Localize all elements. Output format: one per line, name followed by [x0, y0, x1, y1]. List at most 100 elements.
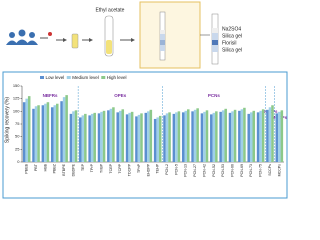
bar	[112, 107, 115, 162]
x-tick-label: TCPP	[118, 163, 122, 173]
cartridge-layer	[212, 28, 218, 33]
bar	[69, 113, 73, 162]
people-icon	[6, 29, 38, 45]
bar	[224, 108, 227, 162]
bar	[32, 108, 35, 162]
bar	[53, 105, 57, 162]
bar	[41, 105, 45, 162]
bar	[210, 114, 213, 162]
bar	[205, 110, 209, 162]
bar	[187, 109, 190, 162]
bar	[97, 113, 101, 162]
x-tick-label: PBBZ	[53, 163, 57, 173]
bar	[135, 116, 138, 162]
bar	[191, 111, 194, 162]
bar	[247, 113, 250, 162]
blood-drop	[48, 32, 52, 36]
y-tick-label: 0	[17, 159, 20, 164]
bar	[181, 112, 185, 162]
bar	[240, 109, 244, 162]
y-axis-label: Spiking recovery (%)	[4, 97, 10, 143]
bar	[203, 111, 206, 162]
layer-label: Silica gel	[222, 47, 242, 53]
cartridge-layer	[212, 40, 218, 45]
x-tick-label: PBEB	[25, 163, 29, 173]
bar	[271, 105, 274, 162]
x-tick-label: PCN-53	[221, 164, 225, 177]
bar	[200, 113, 204, 162]
x-tick-label: PCN-69	[240, 164, 244, 177]
x-tick-label: TPhP	[137, 163, 141, 173]
bar	[231, 111, 234, 162]
bar	[149, 109, 153, 162]
legend-label: High level	[107, 75, 127, 80]
group-label: NBFRs	[43, 93, 58, 98]
x-tick-label: TEHP	[156, 163, 160, 173]
bar	[60, 101, 63, 162]
bar	[175, 112, 178, 162]
x-tick-label: PCN-73	[249, 164, 253, 177]
cleanup-panel	[139, 1, 201, 69]
bar	[221, 110, 225, 162]
y-tick-label: 100	[13, 108, 20, 113]
bar	[280, 110, 284, 162]
bar	[158, 115, 162, 162]
bar	[215, 111, 218, 162]
legend-swatch	[66, 76, 71, 79]
x-tick-label: MCCPs	[277, 164, 281, 177]
column-layer	[160, 40, 165, 45]
legend-swatch	[101, 76, 106, 79]
column-layer	[160, 34, 165, 40]
bar	[233, 109, 237, 162]
bar	[88, 115, 91, 162]
bar	[27, 96, 31, 162]
cartridge-layer	[212, 33, 218, 40]
x-tick-label: PCN-5	[174, 164, 178, 175]
bar	[275, 113, 279, 162]
bar	[193, 109, 197, 162]
bar	[256, 112, 260, 162]
y-tick-label: 150	[13, 83, 20, 88]
bar	[266, 109, 269, 162]
bar	[168, 112, 171, 162]
x-tick-label: BTBPE	[62, 163, 66, 175]
x-tick-label: PCN-75	[259, 164, 263, 177]
cartridge-layer	[212, 45, 218, 52]
page: Ethyl acetate Na2SO4 Silica gel Florisil…	[2, 1, 288, 199]
y-tick-label: 75	[15, 121, 20, 126]
bar	[46, 102, 50, 162]
layer-label: Florisil	[222, 40, 236, 46]
column-layer	[160, 30, 165, 34]
bar	[130, 111, 134, 162]
bar	[62, 97, 66, 162]
layer-label: Silica gel	[222, 33, 242, 39]
bar	[81, 115, 85, 162]
bar	[144, 112, 148, 162]
group-label: OPEs	[114, 93, 127, 98]
bar	[107, 110, 110, 162]
bar	[278, 111, 281, 162]
bar	[74, 110, 78, 162]
x-tick-label: PCN-42	[202, 164, 206, 177]
bar	[137, 114, 141, 162]
x-tick-label: PCN-2	[165, 164, 169, 175]
bar	[84, 113, 87, 162]
x-tick-label: EHDPP	[146, 163, 150, 176]
x-tick-label: PCN-27	[193, 164, 197, 177]
bar	[147, 111, 150, 162]
bar	[50, 107, 54, 162]
bar	[249, 112, 253, 162]
x-tick-label: SCCPs	[268, 164, 272, 176]
bar	[121, 109, 125, 162]
sample-vial	[71, 33, 79, 49]
bar	[196, 108, 199, 162]
bar	[243, 107, 246, 162]
layer-label: Na2SO4	[222, 26, 241, 32]
x-tick-label: TCEP	[109, 163, 113, 173]
x-tick-label: TnBP	[99, 163, 103, 173]
bar	[118, 110, 122, 162]
bar	[65, 95, 68, 162]
bar	[268, 107, 272, 162]
bar	[261, 109, 265, 162]
y-tick-label: 50	[15, 134, 20, 139]
